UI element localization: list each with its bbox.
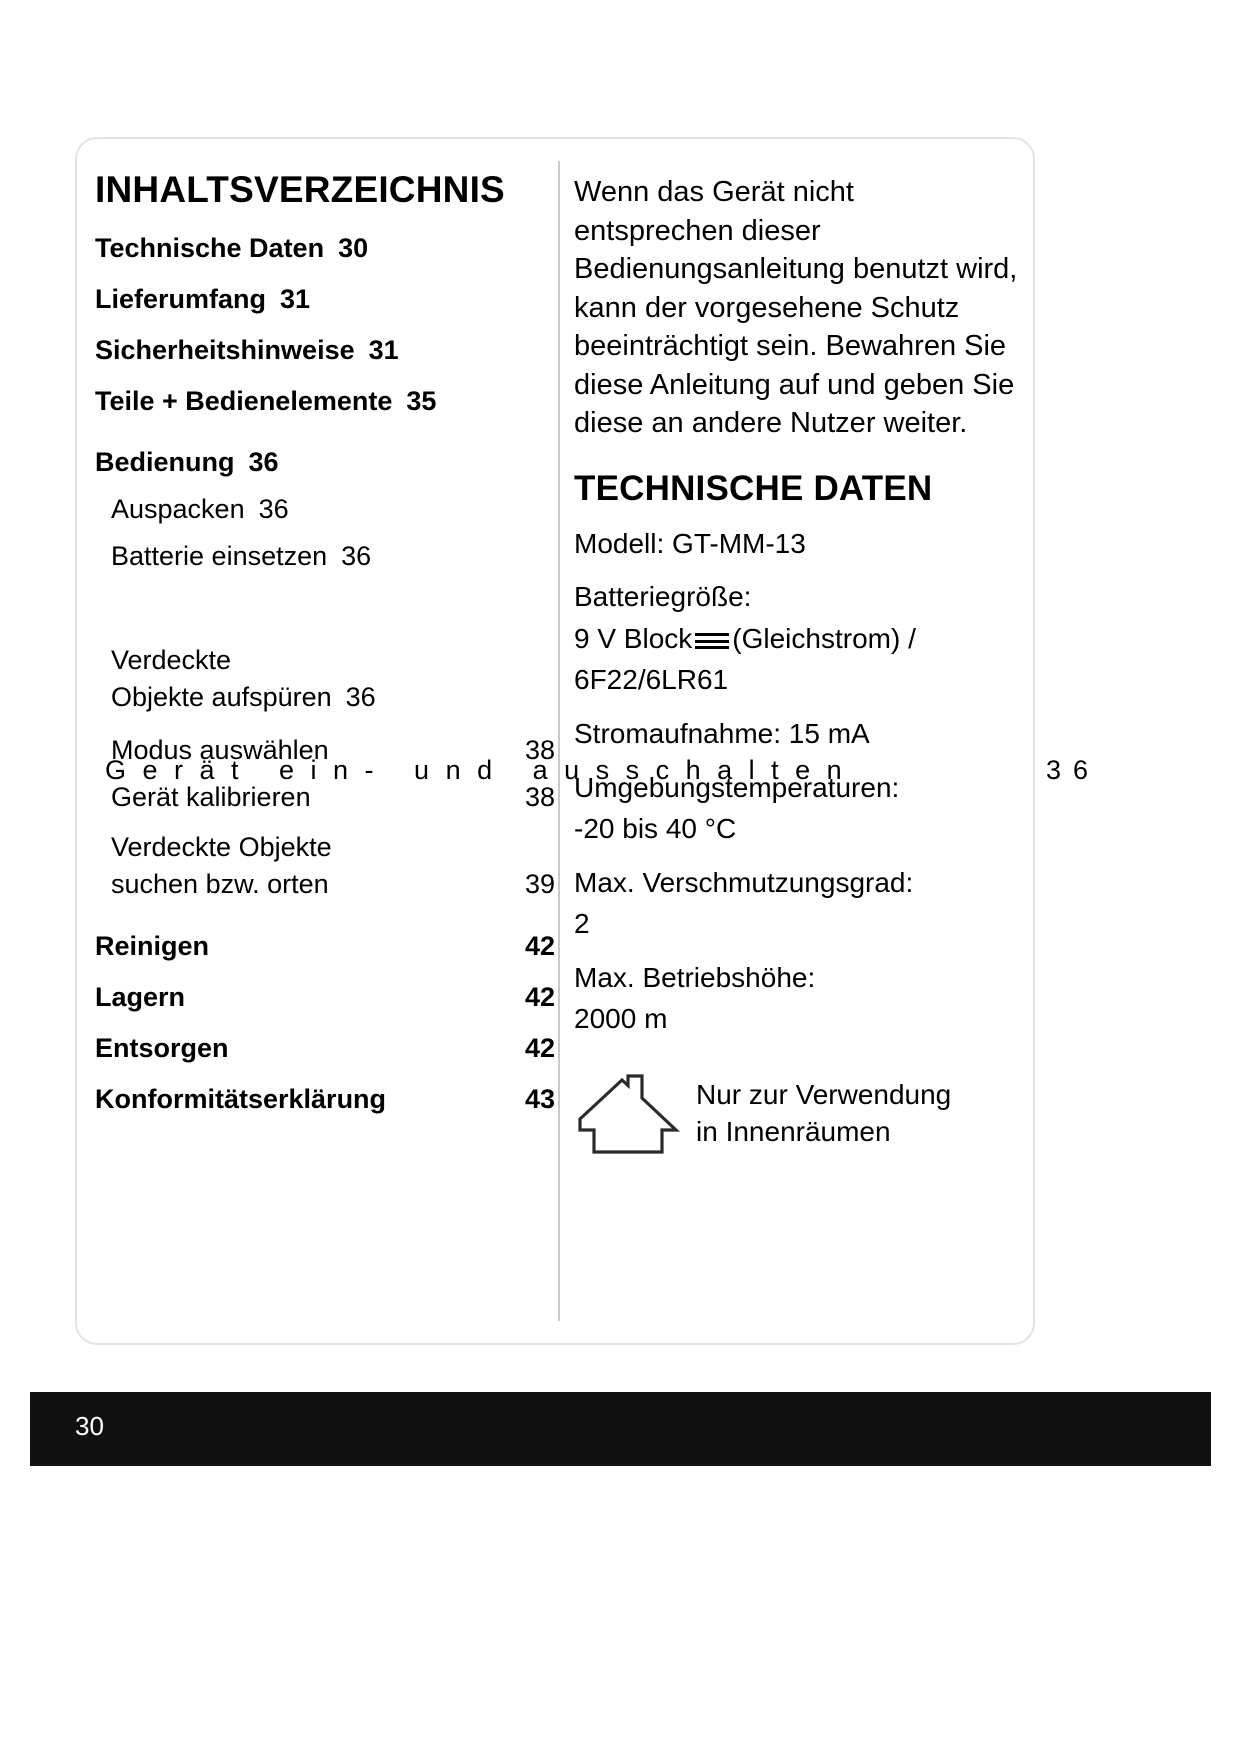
- toc-entry-label: Konformitätserklärung: [95, 1084, 387, 1114]
- toc-entry-konformitaetserklaerung[interactable]: Konformitätserklärung 43: [95, 1084, 555, 1115]
- spec-battery-suffix: (Gleichstrom) /: [732, 622, 916, 654]
- spec-batteriegroesse-label: Batteriegröße:: [574, 581, 752, 613]
- spec-umgebungstemperaturen-value: -20 bis 40 °C: [574, 813, 737, 845]
- house-icon: [578, 1074, 681, 1154]
- toc-entry-modus-auswaehlen[interactable]: Modus auswählen 38: [95, 735, 555, 766]
- toc-entry-page: 42: [524, 982, 555, 1012]
- toc-entry-page: 35: [406, 386, 437, 416]
- toc-entry-label: Modus auswählen: [111, 734, 329, 765]
- toc-entry-page: 36: [258, 494, 289, 524]
- toc-entry-label-line2: suchen bzw. orten: [111, 868, 329, 899]
- spec-stromaufnahme: Stromaufnahme: 15 mA: [574, 718, 870, 749]
- toc-entry-reinigen[interactable]: Reinigen 42: [95, 931, 555, 962]
- toc-entry-verdeckte-objekte-aufspueren[interactable]: Verdeckte Objekte aufspüren 36: [95, 642, 555, 717]
- toc-entry-page: 42: [524, 931, 555, 961]
- spec-betriebshoehe-label: Max. Betriebshöhe:: [574, 961, 816, 993]
- toc-entry-label: Auspacken: [111, 494, 245, 524]
- toc-entry-label-line1: Verdeckte Objekte: [111, 831, 332, 862]
- toc-entry-batterie-einsetzen[interactable]: Batterie einsetzen 36: [95, 541, 555, 572]
- toc-entry-page: 36: [341, 541, 372, 571]
- toc-entry-label-line2: Objekte aufspüren: [111, 682, 332, 713]
- toc-entry-auspacken[interactable]: Auspacken 36: [95, 494, 555, 525]
- toc-entry-page: 39: [524, 868, 555, 899]
- toc-entry-label: Teile + Bedienelemente: [95, 386, 393, 416]
- footer-page-number: 30: [75, 1411, 104, 1441]
- spec-verschmutzungsgrad-label: Max. Verschmutzungsgrad:: [574, 866, 914, 898]
- toc-overflow-entry-spacer: [95, 588, 555, 642]
- toc-entry-lieferumfang[interactable]: Lieferumfang 31: [95, 284, 555, 315]
- page-content-card: INHALTSVERZEICHNIS Technische Daten 30 L…: [75, 137, 1088, 1345]
- toc-entry-page: 31: [368, 335, 399, 365]
- toc-entry-verdeckte-objekte-suchen[interactable]: Verdeckte Objekte suchen bzw. orten 39: [95, 829, 555, 904]
- technical-data-column: Wenn das Gerät nicht entsprechen dieser …: [574, 159, 1019, 1156]
- toc-entry-page: 36: [248, 447, 279, 477]
- spec-battery-code: 6F22/6LR61: [574, 664, 729, 696]
- toc-entry-page: 36: [345, 682, 376, 713]
- column-divider-rule: [558, 161, 560, 1321]
- spec-verschmutzungsgrad-value: 2: [574, 908, 590, 940]
- toc-heading: INHALTSVERZEICHNIS: [95, 169, 505, 210]
- toc-entry-page: 38: [524, 734, 555, 765]
- toc-entry-geraet-kalibrieren[interactable]: Gerät kalibrieren 38: [95, 782, 555, 813]
- technical-data-heading: TECHNISCHE DATEN: [574, 468, 933, 508]
- toc-entry-page: 30: [338, 233, 369, 263]
- spec-battery-type: 9 V Block (Gleichstrom) /: [574, 620, 1019, 658]
- toc-entry-label: Lagern: [95, 982, 186, 1012]
- spec-battery-prefix: 9 V Block: [574, 622, 693, 654]
- toc-entry-label: Gerät kalibrieren: [111, 781, 311, 812]
- toc-entry-label: Entsorgen: [95, 1033, 229, 1063]
- toc-entry-entsorgen[interactable]: Entsorgen 42: [95, 1033, 555, 1064]
- page-footer-bar: 30: [30, 1392, 1211, 1466]
- toc-entry-lagern[interactable]: Lagern 42: [95, 982, 555, 1013]
- toc-entry-page: 31: [280, 284, 311, 314]
- toc-entry-bedienung[interactable]: Bedienung 36: [95, 447, 555, 478]
- indoor-use-line1: Nur zur Verwendung: [696, 1079, 952, 1111]
- spec-umgebungstemperaturen-label: Umgebungstemperaturen:: [574, 771, 900, 803]
- toc-group-gap: [95, 921, 555, 931]
- toc-entry-label: Sicherheitshinweise: [95, 335, 355, 365]
- toc-entry-page: 43: [524, 1084, 555, 1114]
- toc-entry-label: Batterie einsetzen: [111, 541, 328, 571]
- toc-entry-sicherheitshinweise[interactable]: Sicherheitshinweise 31: [95, 335, 555, 366]
- toc-entry-label-line1: Verdeckte: [111, 645, 232, 675]
- safety-warning-paragraph: Wenn das Gerät nicht entsprechen dieser …: [574, 176, 1018, 440]
- toc-entry-teile-bedienelemente[interactable]: Teile + Bedienelemente 35: [95, 386, 555, 417]
- toc-entry-label: Lieferumfang: [95, 284, 267, 314]
- table-of-contents-column: INHALTSVERZEICHNIS Technische Daten 30 L…: [95, 159, 555, 1135]
- toc-entry-label: Reinigen: [95, 931, 210, 961]
- spec-modell: Modell: GT-MM-13: [574, 527, 806, 559]
- indoor-use-text: Nur zur Verwendung in Innenräumen: [696, 1077, 951, 1150]
- toc-entry-label: Technische Daten: [95, 233, 325, 263]
- toc-entry-label: Bedienung: [95, 447, 235, 477]
- spec-betriebshoehe-value: 2000 m: [574, 1003, 668, 1035]
- toc-entry-technische-daten[interactable]: Technische Daten 30: [95, 233, 555, 264]
- toc-entry-page: 42: [524, 1033, 555, 1063]
- indoor-use-notice: Nur zur Verwendung in Innenräumen: [574, 1072, 1019, 1156]
- dc-current-symbol-icon: [695, 631, 730, 649]
- toc-entry-page: 38: [524, 781, 555, 812]
- toc-entry-page: 36: [1045, 755, 1100, 785]
- indoor-use-line2: in Innenräumen: [696, 1115, 891, 1147]
- toc-group-gap: [95, 437, 555, 447]
